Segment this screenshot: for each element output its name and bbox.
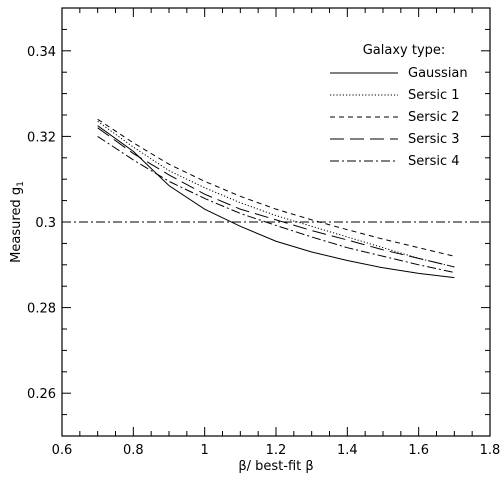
legend-label: Sersic 4 xyxy=(408,154,460,169)
x-tick-label: 1.6 xyxy=(408,443,429,458)
series-line-gaussian xyxy=(97,125,455,279)
series-line-sersic-3 xyxy=(97,127,455,268)
y-axis-label-subscript: 1 xyxy=(16,181,26,187)
y-tick-label: 0.26 xyxy=(27,387,56,402)
y-tick-label: 0.34 xyxy=(27,45,56,60)
x-tick-label: 1.2 xyxy=(266,443,287,458)
legend-label: Sersic 3 xyxy=(408,132,460,147)
series-layer xyxy=(97,118,455,279)
y-axis-title: Measured g1 xyxy=(9,181,26,263)
legend-label: Sersic 1 xyxy=(408,88,460,103)
x-tick-label: 1 xyxy=(201,443,209,458)
y-axis-label-main: Measured g xyxy=(9,187,24,263)
x-tick-label: 0.8 xyxy=(123,443,144,458)
series-line-sersic-2 xyxy=(97,118,455,257)
x-tick-label: 1.8 xyxy=(480,443,501,458)
legend-title: Galaxy type: xyxy=(363,43,446,58)
legend-label: Sersic 2 xyxy=(408,110,460,125)
series-line-sersic-1 xyxy=(97,121,455,268)
x-axis-title: β/ best-fit β xyxy=(238,459,313,474)
x-tick-label: 1.4 xyxy=(337,443,358,458)
series-line-sersic-4 xyxy=(97,135,455,273)
y-tick-label: 0.32 xyxy=(27,130,56,145)
y-axis-label: Measured g1 xyxy=(9,181,26,263)
x-tick-label: 0.6 xyxy=(52,443,73,458)
legend-label: Gaussian xyxy=(408,66,468,81)
ticks-layer: 0.6 0.8 1 1.2 1.4 1.6 1.8 0.26 0.28 0.3 0.32 0.34 xyxy=(27,7,501,458)
y-tick-label: 0.3 xyxy=(35,216,56,231)
x-axis-label: β/ best-fit β xyxy=(238,459,313,474)
legend: Galaxy type: Gaussian Sersic 1 Sersic 2 Ser… xyxy=(330,43,468,169)
y-tick-label: 0.28 xyxy=(27,302,56,317)
